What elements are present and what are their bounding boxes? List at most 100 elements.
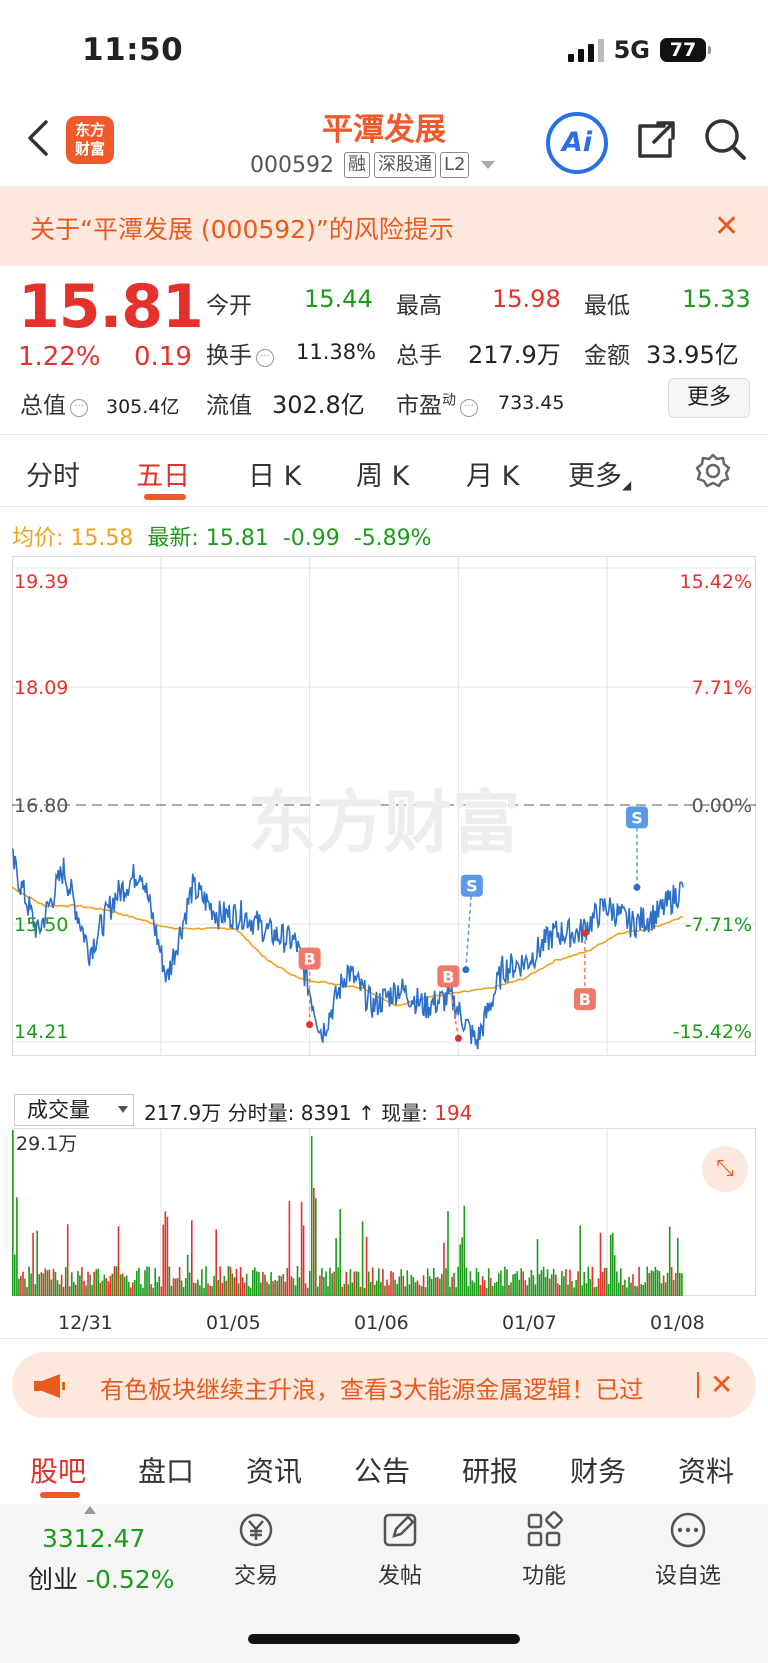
volume-bar	[597, 1278, 600, 1296]
volume-bar	[95, 1269, 97, 1296]
volume-bar	[388, 1285, 390, 1296]
volume-bar	[146, 1266, 148, 1296]
volume-bar	[40, 1272, 43, 1296]
tab-monthly-k[interactable]: 月 K	[466, 461, 520, 492]
promo-text[interactable]: 有色板块继续主升浪，查看3大能源金属逻辑！已过	[100, 1376, 644, 1404]
volume-bar	[341, 1286, 343, 1296]
volume-bar	[233, 1277, 236, 1296]
volume-bar	[378, 1268, 380, 1296]
index-value[interactable]: 3312.47	[42, 1524, 146, 1553]
volume-bar	[315, 1198, 317, 1296]
volume-bar	[219, 1266, 221, 1296]
volume-bar	[26, 1287, 28, 1296]
tab-financials[interactable]: 财务	[570, 1455, 627, 1488]
volume-indicator-select[interactable]: 成交量	[14, 1094, 134, 1126]
home-indicator	[248, 1634, 520, 1644]
search-icon[interactable]	[702, 116, 748, 162]
signal-icon	[567, 38, 604, 62]
float-cap-label: 流值	[206, 393, 252, 419]
volume-bar	[573, 1287, 575, 1296]
risk-banner-text[interactable]: 关于“平潭发展 (000592)”的风险提示	[30, 215, 454, 244]
volume-bar	[215, 1229, 217, 1296]
volume-bar	[351, 1282, 354, 1296]
volume-bar	[469, 1271, 472, 1296]
tab-profile[interactable]: 资料	[678, 1455, 735, 1488]
volume-bar	[12, 1130, 14, 1296]
volume-bar	[416, 1280, 419, 1296]
price-chart[interactable]: 东方财富 B B S B S 19.39 15.42% 18.09 7.71% 16.80 0.0…	[12, 556, 756, 1088]
add-watchlist-button[interactable]: 设自选	[638, 1510, 738, 1590]
volume-bar	[384, 1285, 386, 1296]
amount-label: 金额	[584, 343, 630, 369]
pe-label[interactable]: 市盈动 ···	[396, 386, 478, 420]
marker-dot	[581, 929, 589, 937]
volume-bar	[424, 1287, 427, 1296]
volume-bar	[170, 1285, 173, 1296]
tab-orderbook[interactable]: 盘口	[138, 1455, 195, 1488]
volume-bar	[229, 1266, 232, 1296]
marker-label: B	[579, 990, 591, 1009]
volume-bar	[559, 1285, 561, 1296]
functions-button[interactable]: 功能	[494, 1510, 594, 1590]
volume-bar	[418, 1284, 421, 1296]
volume-bar	[443, 1242, 445, 1296]
tab-research[interactable]: 研报	[462, 1455, 519, 1488]
settings-gear-icon[interactable]	[694, 452, 732, 490]
marker-dot	[462, 966, 470, 974]
volume-bar	[544, 1276, 547, 1296]
tab-forum[interactable]: 股吧	[30, 1455, 87, 1488]
volume-bar	[60, 1274, 63, 1296]
volume-bar	[66, 1224, 69, 1296]
volume-bar	[138, 1267, 140, 1296]
volume-bar	[557, 1283, 559, 1296]
volume-bar	[595, 1286, 598, 1296]
tab-daily-k[interactable]: 日 K	[248, 461, 302, 492]
market-cap-value: 305.4亿	[106, 396, 180, 418]
more-button[interactable]: 更多	[668, 378, 750, 418]
tab-announcements[interactable]: 公告	[354, 1455, 411, 1488]
turnover-label[interactable]: 换手 ···	[206, 336, 274, 370]
volume-bar	[205, 1266, 207, 1296]
volume-bar	[524, 1280, 527, 1296]
tab-intraday[interactable]: 分时	[26, 461, 80, 492]
volume-label: 总手	[396, 343, 442, 369]
volume-bar	[616, 1271, 618, 1296]
volume-bar	[260, 1282, 262, 1296]
tab-more[interactable]: 更多◢	[568, 461, 632, 492]
back-arrow-icon[interactable]	[24, 118, 54, 158]
y-axis-label-left: 18.09	[14, 677, 68, 699]
megaphone-icon	[34, 1374, 65, 1398]
stock-subtitle[interactable]: 000592 融 深股通 L2	[250, 152, 496, 178]
trade-button[interactable]: 交易	[206, 1510, 306, 1590]
volume-bar	[188, 1272, 191, 1296]
tab-news[interactable]: 资讯	[246, 1455, 303, 1488]
volume-bar	[30, 1273, 32, 1296]
share-icon[interactable]	[634, 118, 678, 162]
y-axis-label-left: 19.39	[14, 571, 68, 593]
volume-bar	[400, 1269, 402, 1296]
volume-chart[interactable]: 29.1万	[12, 1128, 756, 1306]
tab-weekly-k[interactable]: 周 K	[356, 461, 410, 492]
marker-dot	[306, 1021, 314, 1029]
expand-icon[interactable]: ⤡	[702, 1146, 748, 1192]
promo-banner[interactable]	[12, 1352, 756, 1418]
volume-bar	[168, 1266, 171, 1296]
volume-bar	[410, 1274, 413, 1296]
caret-up-icon[interactable]	[84, 1506, 96, 1514]
volume-bar	[209, 1285, 211, 1296]
volume-bar	[191, 1220, 193, 1296]
close-icon[interactable]: ✕	[710, 1368, 734, 1401]
volume-bar	[607, 1284, 610, 1296]
ai-button[interactable]: Ai	[546, 112, 608, 174]
volume-bar	[109, 1275, 112, 1296]
index-ticker[interactable]: 创业 -0.52%	[28, 1565, 175, 1594]
post-button[interactable]: 发帖	[350, 1510, 450, 1590]
market-cap-label[interactable]: 总值 ···	[20, 386, 88, 420]
tab-five-day[interactable]: 五日	[136, 461, 190, 492]
volume-bar	[555, 1274, 557, 1296]
volume-bar	[195, 1283, 197, 1296]
volume-bar	[89, 1274, 91, 1296]
close-icon[interactable]: ✕	[714, 209, 740, 244]
risk-banner[interactable]	[0, 186, 768, 266]
volume-bar	[152, 1287, 154, 1296]
